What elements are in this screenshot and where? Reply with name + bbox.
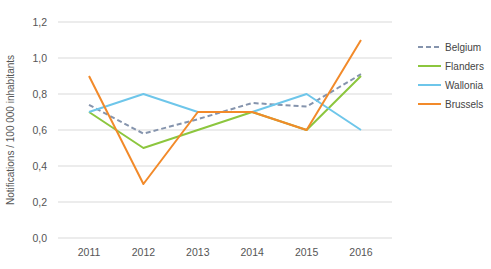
y-tick-label: 1,0 [32,52,47,64]
plot-area [89,40,361,184]
y-tick-label: 0,2 [32,196,47,208]
series-line [89,74,361,133]
y-tick-label: 1,2 [32,16,47,28]
chart: 0,0 0,2 0,4 0,6 0,8 1,0 1,2 2011 2012 2013 2014 201… [0,0,491,269]
y-tick-label: 0,4 [32,160,47,172]
y-tick-label: 0,8 [32,88,47,100]
y-tick-label: 0,0 [32,232,47,244]
grid-line [58,202,392,203]
legend-label: Wallonia [445,80,483,91]
grid-line [58,238,392,239]
legend-swatch [418,65,441,67]
grid-line [58,22,392,23]
x-tick-label: 2015 [295,246,319,258]
x-tick-label: 2016 [349,246,373,258]
x-tick-label: 2011 [78,246,101,258]
series-line [89,40,361,184]
x-tick-label: 2012 [132,246,156,258]
grid-line [58,130,392,131]
grid-line [58,58,392,59]
legend-label: Brussels [445,99,483,110]
legend-swatch [418,46,441,48]
y-tick-label: 0,6 [32,124,47,136]
legend-label: Flanders [445,61,484,72]
x-tick-label: 2014 [241,246,265,258]
grid-line [58,166,392,167]
legend-label: Belgium [445,42,481,53]
legend-swatch [418,103,441,105]
legend-swatch [418,84,441,86]
y-axis-label: Notifications / 100 000 inhabitants [5,55,16,205]
x-tick-label: 2013 [186,246,210,258]
